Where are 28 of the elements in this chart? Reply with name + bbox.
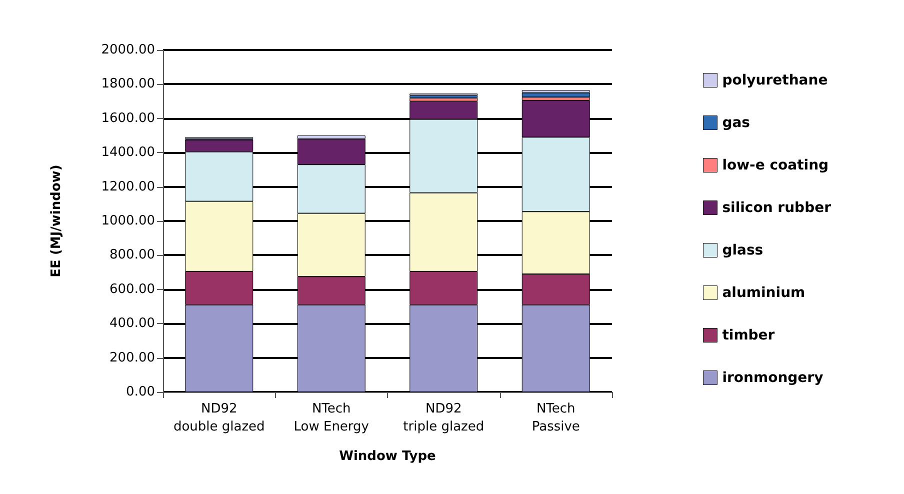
y-tick-label: 600.00 [110, 282, 155, 297]
legend-label: aluminium [722, 284, 806, 301]
legend-label: gas [722, 114, 750, 131]
x-tick-label: ND92 double glazed [173, 402, 265, 434]
legend-label: polyurethane [722, 72, 828, 88]
y-tick-label: 1600.00 [101, 110, 155, 126]
bar [410, 95, 478, 98]
x-axis-title: Window Type [339, 449, 436, 464]
y-tick-label: 1200.00 [101, 179, 155, 194]
y-tick-label: 1400.00 [101, 145, 155, 160]
legend-label: low-e coating [722, 157, 829, 174]
bar [522, 90, 590, 93]
y-tick-label: 800.00 [110, 248, 155, 263]
y-tick-label: 400.00 [110, 316, 155, 332]
y-axis-title: EE (MJ/window) [49, 164, 64, 278]
bar [522, 92, 590, 98]
legend-label: silicon rubber [722, 200, 832, 216]
x-tick-label: NTech Passive [532, 402, 580, 434]
legend-label: timber [722, 327, 775, 344]
y-tick-label: 1000.00 [101, 214, 155, 228]
y-tick-label: 0.00 [126, 384, 155, 400]
y-tick-label: 1800.00 [101, 76, 155, 92]
y-tick-label: 2000.00 [101, 42, 155, 58]
legend-label: ironmongery [722, 370, 824, 386]
x-tick-label: ND92 triple glazed [403, 402, 484, 434]
legend-label: glass [722, 242, 764, 258]
y-tick-label: 200.00 [110, 350, 155, 366]
x-tick-label: NTech Low Energy [294, 402, 370, 434]
